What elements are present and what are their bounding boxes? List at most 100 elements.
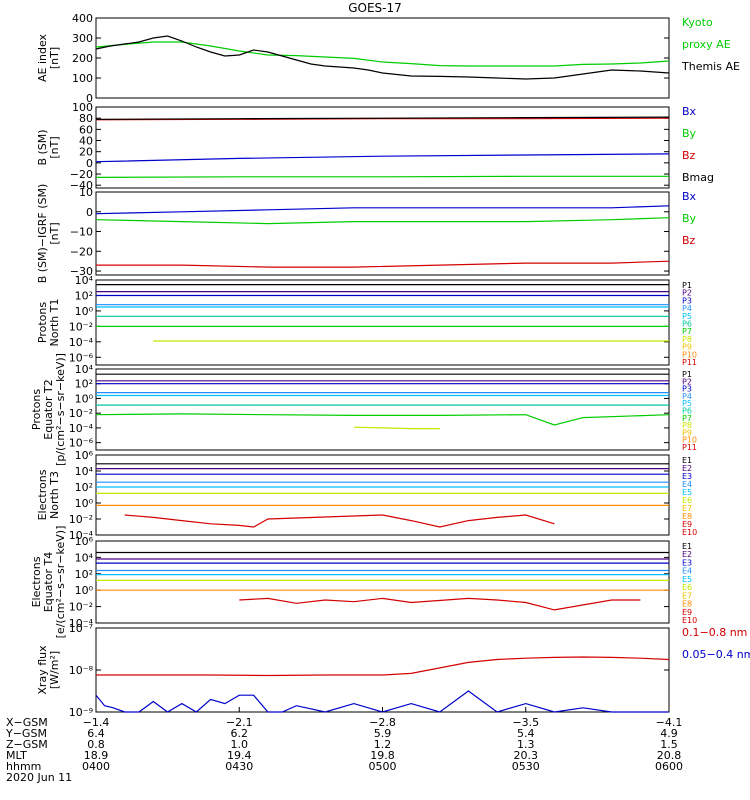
legend-entry: P2 bbox=[682, 289, 692, 298]
legend-entry: E3 bbox=[682, 558, 692, 567]
legend-entry: 0.05−0.4 nm bbox=[682, 648, 750, 661]
panel-frame bbox=[95, 17, 670, 99]
y-axis-label-line: [p/(cm²−s−sr−keV)] bbox=[54, 353, 67, 466]
x-axis-value: 19.4 bbox=[227, 749, 252, 762]
legend-entry: E4 bbox=[682, 480, 692, 489]
legend-entry: P7 bbox=[682, 414, 692, 423]
x-axis-value: −2.8 bbox=[369, 716, 396, 729]
y-tick-label: 10⁻² bbox=[69, 320, 93, 333]
legend-entry: E9 bbox=[682, 520, 692, 529]
y-tick-label: 400 bbox=[72, 12, 93, 25]
legend-entry: E4 bbox=[682, 567, 692, 576]
legend-entry: E9 bbox=[682, 608, 692, 617]
legend-entry: E3 bbox=[682, 472, 692, 481]
panel-frame bbox=[95, 106, 670, 189]
y-tick-label: 10⁻² bbox=[69, 407, 93, 420]
y-axis-label: Xray flux[W/m²] bbox=[36, 645, 61, 695]
x-axis-value: −4.1 bbox=[656, 716, 683, 729]
legend-entry: Bmag bbox=[682, 171, 714, 184]
legend-entry: Bz bbox=[682, 149, 696, 162]
y-tick-label: −30 bbox=[70, 265, 93, 278]
y-tick-label: 0 bbox=[86, 157, 93, 170]
x-axis-value: 0500 bbox=[369, 760, 397, 773]
y-axis-label-line: [e/(cm²−s−sr−keV)] bbox=[54, 526, 67, 639]
y-tick-label: 10⁰ bbox=[75, 497, 94, 510]
legend-entry: P2 bbox=[682, 377, 692, 386]
panel-frame bbox=[95, 540, 670, 624]
y-tick-label: 100 bbox=[72, 101, 93, 114]
x-axis-value: 20.8 bbox=[657, 749, 682, 762]
y-axis-label-line: Protons bbox=[30, 389, 43, 430]
panel-ae: 0 100 200 300 400 AE index[nT] Kyoto proxy AE Th… bbox=[36, 12, 740, 105]
y-tick-label: 10² bbox=[75, 378, 93, 391]
y-tick-label: 10⁻⁴ bbox=[69, 336, 94, 349]
legend-entry: P1 bbox=[682, 281, 692, 290]
y-tick-label: 10⁻⁴ bbox=[69, 422, 94, 435]
y-axis-label: B (SM)−IGRF (SM)[nT] bbox=[36, 184, 61, 284]
legend-entry: Bx bbox=[682, 190, 697, 203]
legend-entry: E5 bbox=[682, 575, 692, 584]
y-axis-label-line: Electrons bbox=[30, 556, 43, 607]
y-tick-label: 10⁶ bbox=[75, 535, 94, 548]
y-axis-label-line: Equator T2 bbox=[42, 379, 55, 439]
y-tick-label: −10 bbox=[70, 226, 93, 239]
legend-entry: P4 bbox=[682, 304, 692, 313]
y-tick-label: 10⁶ bbox=[75, 449, 94, 462]
legend-entry: E7 bbox=[682, 591, 692, 600]
y-axis-label: ElectronsNorth T3 bbox=[36, 469, 61, 520]
series-line-p8 bbox=[353, 426, 440, 430]
legend-entry: Themis AE bbox=[681, 60, 740, 73]
y-axis-label: ProtonsEquator T2[p/(cm²−s−sr−keV)] bbox=[30, 353, 67, 466]
legend-entry: P5 bbox=[682, 399, 692, 408]
y-tick-label: −20 bbox=[70, 168, 93, 181]
y-tick-label: 300 bbox=[72, 32, 93, 45]
y-tick-label: 10⁻⁶ bbox=[69, 351, 94, 364]
y-tick-label: 10⁻² bbox=[69, 513, 93, 526]
x-axis-value: 0600 bbox=[655, 760, 683, 773]
legend-entry: E2 bbox=[682, 464, 692, 473]
legend-entry: P8 bbox=[682, 335, 692, 344]
y-tick-label: 20 bbox=[79, 146, 93, 159]
x-axis-value: −1.4 bbox=[83, 716, 110, 729]
y-axis-label-line: [nT] bbox=[48, 136, 61, 158]
y-axis-label-line: AE index bbox=[36, 33, 49, 82]
y-tick-label: −40 bbox=[70, 179, 93, 192]
panel-frame bbox=[95, 627, 670, 713]
series-line-by bbox=[95, 217, 670, 225]
x-axis-value: 1.3 bbox=[517, 738, 535, 751]
y-tick-label: 80 bbox=[79, 112, 93, 125]
x-axis-row-label: Z−GSM bbox=[6, 738, 48, 751]
legend-entry: E7 bbox=[682, 504, 692, 513]
y-tick-label: 10² bbox=[75, 289, 93, 302]
legend-entry: P1 bbox=[682, 370, 692, 379]
y-tick-label: 10⁴ bbox=[75, 363, 94, 376]
legend-entry: P5 bbox=[682, 312, 692, 321]
legend-entry: proxy AE bbox=[682, 38, 731, 51]
legend-entry: P11 bbox=[682, 358, 697, 367]
x-axis-row-label: Y−GSM bbox=[5, 727, 47, 740]
legend-entry: P3 bbox=[682, 385, 692, 394]
x-axis-value: 0400 bbox=[82, 760, 110, 773]
y-axis-label-line: [nT] bbox=[48, 47, 61, 69]
y-tick-label: 10⁴ bbox=[75, 274, 94, 287]
legend-entry: Kyoto bbox=[682, 16, 713, 29]
date-label: 2020 Jun 11 bbox=[6, 771, 72, 784]
x-axis-value: 1.5 bbox=[660, 738, 678, 751]
y-axis-label: AE index[nT] bbox=[36, 33, 61, 82]
legend-entry: E10 bbox=[682, 616, 697, 625]
legend-entry: Bz bbox=[682, 234, 696, 247]
legend-entry: 0.1−0.8 nm bbox=[682, 626, 747, 639]
legend-entry: P7 bbox=[682, 327, 692, 336]
panel-electrons-equator: 10⁻⁴ 10⁻² 10⁰ 10² 10⁴ 10⁶ ElectronsEquator T4[… bbox=[30, 526, 697, 639]
x-axis-value: 6.2 bbox=[231, 727, 249, 740]
series-line-e8 bbox=[124, 514, 555, 528]
y-axis-label-line: [W/m²] bbox=[48, 651, 61, 689]
panel-protons-north: 10⁻⁶ 10⁻⁴ 10⁻² 10⁰ 10² 10⁴ ProtonsNorth T1 P1P2… bbox=[36, 274, 697, 367]
y-tick-label: 10² bbox=[75, 481, 93, 494]
series-line-bx bbox=[95, 153, 670, 163]
y-tick-label: 10⁰ bbox=[75, 584, 94, 597]
series-line-themis-ae bbox=[95, 35, 670, 80]
